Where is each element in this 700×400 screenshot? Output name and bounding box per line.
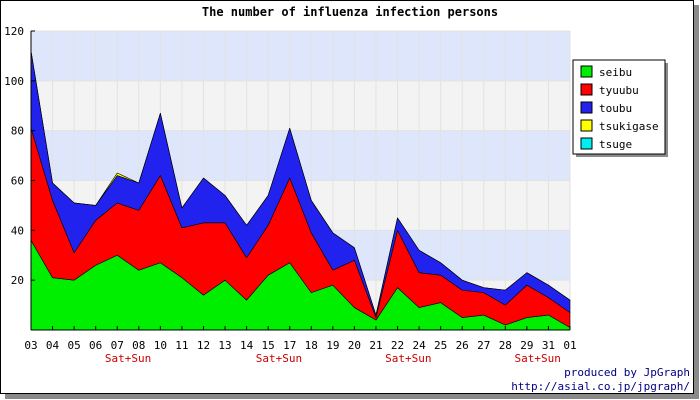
y-tick-labels: 20 40 60 80 100 120 — [4, 25, 24, 287]
weekend-annotations: Sat+Sun Sat+Sun Sat+Sun Sat+Sun — [105, 352, 561, 365]
legend-swatch-tyuubu — [580, 83, 593, 96]
x-tick-label: 27 — [477, 339, 490, 352]
x-tick-label: 22 — [391, 339, 404, 352]
weekend-label: Sat+Sun — [385, 352, 431, 365]
x-tick-label: 25 — [434, 339, 447, 352]
legend-swatch-toubu — [580, 101, 593, 114]
weekend-label: Sat+Sun — [256, 352, 302, 365]
x-tick-label: 21 — [369, 339, 382, 352]
y-tick-label: 20 — [11, 274, 24, 287]
x-tick-label: 12 — [197, 339, 210, 352]
x-tick-label: 04 — [46, 339, 60, 352]
x-tick-label: 11 — [175, 339, 188, 352]
background-band — [31, 31, 570, 81]
x-tick-label: 03 — [24, 339, 37, 352]
x-tick-label: 05 — [67, 339, 80, 352]
x-tick-label: 07 — [111, 339, 124, 352]
weekend-label: Sat+Sun — [514, 352, 560, 365]
x-tick-labels: 03 04 05 06 07 08 10 11 12 13 14 15 17 18 19 20 21 22 24 25… — [24, 339, 576, 352]
background-band — [31, 80, 570, 131]
x-tick-label: 18 — [305, 339, 318, 352]
x-tick-label: 20 — [348, 339, 361, 352]
weekend-label: Sat+Sun — [105, 352, 151, 365]
x-tick-label: 10 — [154, 339, 167, 352]
x-tick-label: 14 — [240, 339, 254, 352]
x-tick-label: 17 — [283, 339, 296, 352]
x-tick-label: 24 — [412, 339, 426, 352]
legend-label-toubu: toubu — [599, 102, 632, 115]
x-tick-label: 15 — [262, 339, 275, 352]
y-tick-label: 80 — [11, 125, 24, 138]
legend-label-seibu: seibu — [599, 66, 632, 79]
y-tick-label: 40 — [11, 224, 24, 237]
x-tick-label: 08 — [132, 339, 145, 352]
legend-swatch-tsuge — [580, 137, 593, 150]
x-tick-label: 06 — [89, 339, 102, 352]
chart-title: The number of influenza infection person… — [202, 5, 498, 19]
credit-line-2: http://asial.co.jp/jpgraph/ — [511, 380, 690, 393]
axes — [30, 30, 571, 331]
x-tick-label: 29 — [520, 339, 533, 352]
x-tick-label: 26 — [456, 339, 469, 352]
legend-label-tsuge: tsuge — [599, 138, 632, 151]
legend: seibu tyuubu toubu tsukigase tsuge — [572, 59, 668, 157]
x-tick-label: 28 — [499, 339, 512, 352]
legend-label-tyuubu: tyuubu — [599, 84, 639, 97]
x-tick-label: 13 — [218, 339, 231, 352]
x-tick-label: 19 — [326, 339, 339, 352]
x-tick-label: 01 — [563, 339, 576, 352]
y-tick-label: 100 — [4, 75, 24, 88]
y-tick-label: 120 — [4, 25, 24, 38]
legend-label-tsukigase: tsukigase — [599, 120, 659, 133]
legend-swatch-tsukigase — [580, 119, 593, 132]
x-tick-label: 31 — [542, 339, 555, 352]
legend-swatch-seibu — [580, 65, 593, 78]
y-tick-label: 60 — [11, 175, 24, 188]
credit-line-1: produced by JpGraph — [564, 366, 690, 379]
